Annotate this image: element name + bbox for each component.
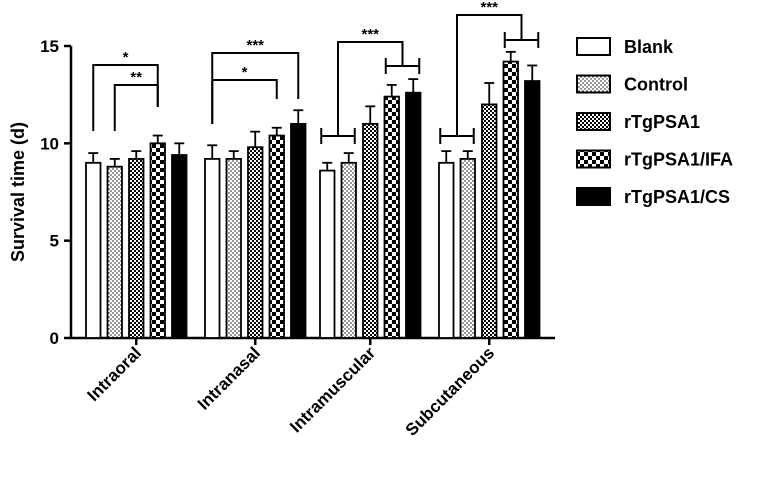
bar xyxy=(319,169,336,339)
bar xyxy=(247,146,264,339)
bar xyxy=(268,134,285,339)
sig-bracket xyxy=(211,52,300,124)
legend-label: rTgPSA1 xyxy=(624,112,700,132)
bar xyxy=(204,158,221,339)
legend-label: Control xyxy=(624,75,688,95)
legend-swatch xyxy=(576,37,611,56)
significance-brackets: ************* xyxy=(92,0,540,144)
bar xyxy=(502,60,519,339)
legend-label: Blank xyxy=(624,37,674,57)
bar xyxy=(85,161,102,339)
y-axis-title: Survival time (d) xyxy=(8,122,28,262)
sig-bracket xyxy=(211,79,278,124)
legend-label: rTgPSA1/CS xyxy=(624,187,730,207)
legend-swatch xyxy=(576,112,611,131)
sig-bracket xyxy=(92,64,159,131)
bar xyxy=(524,80,541,339)
sig-label: *** xyxy=(480,0,498,16)
bar xyxy=(106,165,123,339)
bar xyxy=(225,158,242,339)
bar xyxy=(481,103,498,339)
bar xyxy=(340,161,357,339)
y-tick-label: 15 xyxy=(40,37,59,56)
bar xyxy=(128,158,145,339)
x-tick-label: Intraoral xyxy=(84,343,146,405)
x-tick-label: Subcutaneous xyxy=(402,343,498,439)
sig-bracket xyxy=(113,84,159,131)
sig-label: * xyxy=(242,64,248,81)
legend-swatch xyxy=(576,187,611,206)
bar xyxy=(362,122,379,339)
x-tick-label: Intramuscular xyxy=(286,343,379,436)
legend: Blank Control rTgPSA1 rTgPSA1/IFA rTgPSA1/CS xyxy=(576,37,733,207)
sig-bracket xyxy=(337,41,404,136)
bar xyxy=(383,95,400,339)
legend-swatch xyxy=(576,149,611,169)
sig-label: *** xyxy=(246,37,264,54)
bars xyxy=(85,50,541,339)
y-tick-label: 0 xyxy=(50,329,59,348)
bar xyxy=(149,142,166,339)
y-ticks: 0 5 10 15 xyxy=(40,37,71,348)
x-ticks: Intraoral Intranasal Intramuscular Subcutan… xyxy=(84,338,498,440)
sig-bracket xyxy=(456,14,523,136)
bar xyxy=(290,122,307,339)
legend-swatch xyxy=(576,74,611,94)
sig-label: ** xyxy=(130,69,142,86)
bar xyxy=(405,91,422,339)
bar xyxy=(171,154,188,339)
sig-label: * xyxy=(123,49,129,66)
x-tick-label: Intranasal xyxy=(194,343,264,413)
bar xyxy=(459,158,476,339)
y-tick-label: 10 xyxy=(40,134,59,153)
legend-label: rTgPSA1/IFA xyxy=(624,150,733,170)
y-tick-label: 5 xyxy=(50,232,59,251)
sig-label: *** xyxy=(361,26,379,43)
bar xyxy=(438,161,455,339)
